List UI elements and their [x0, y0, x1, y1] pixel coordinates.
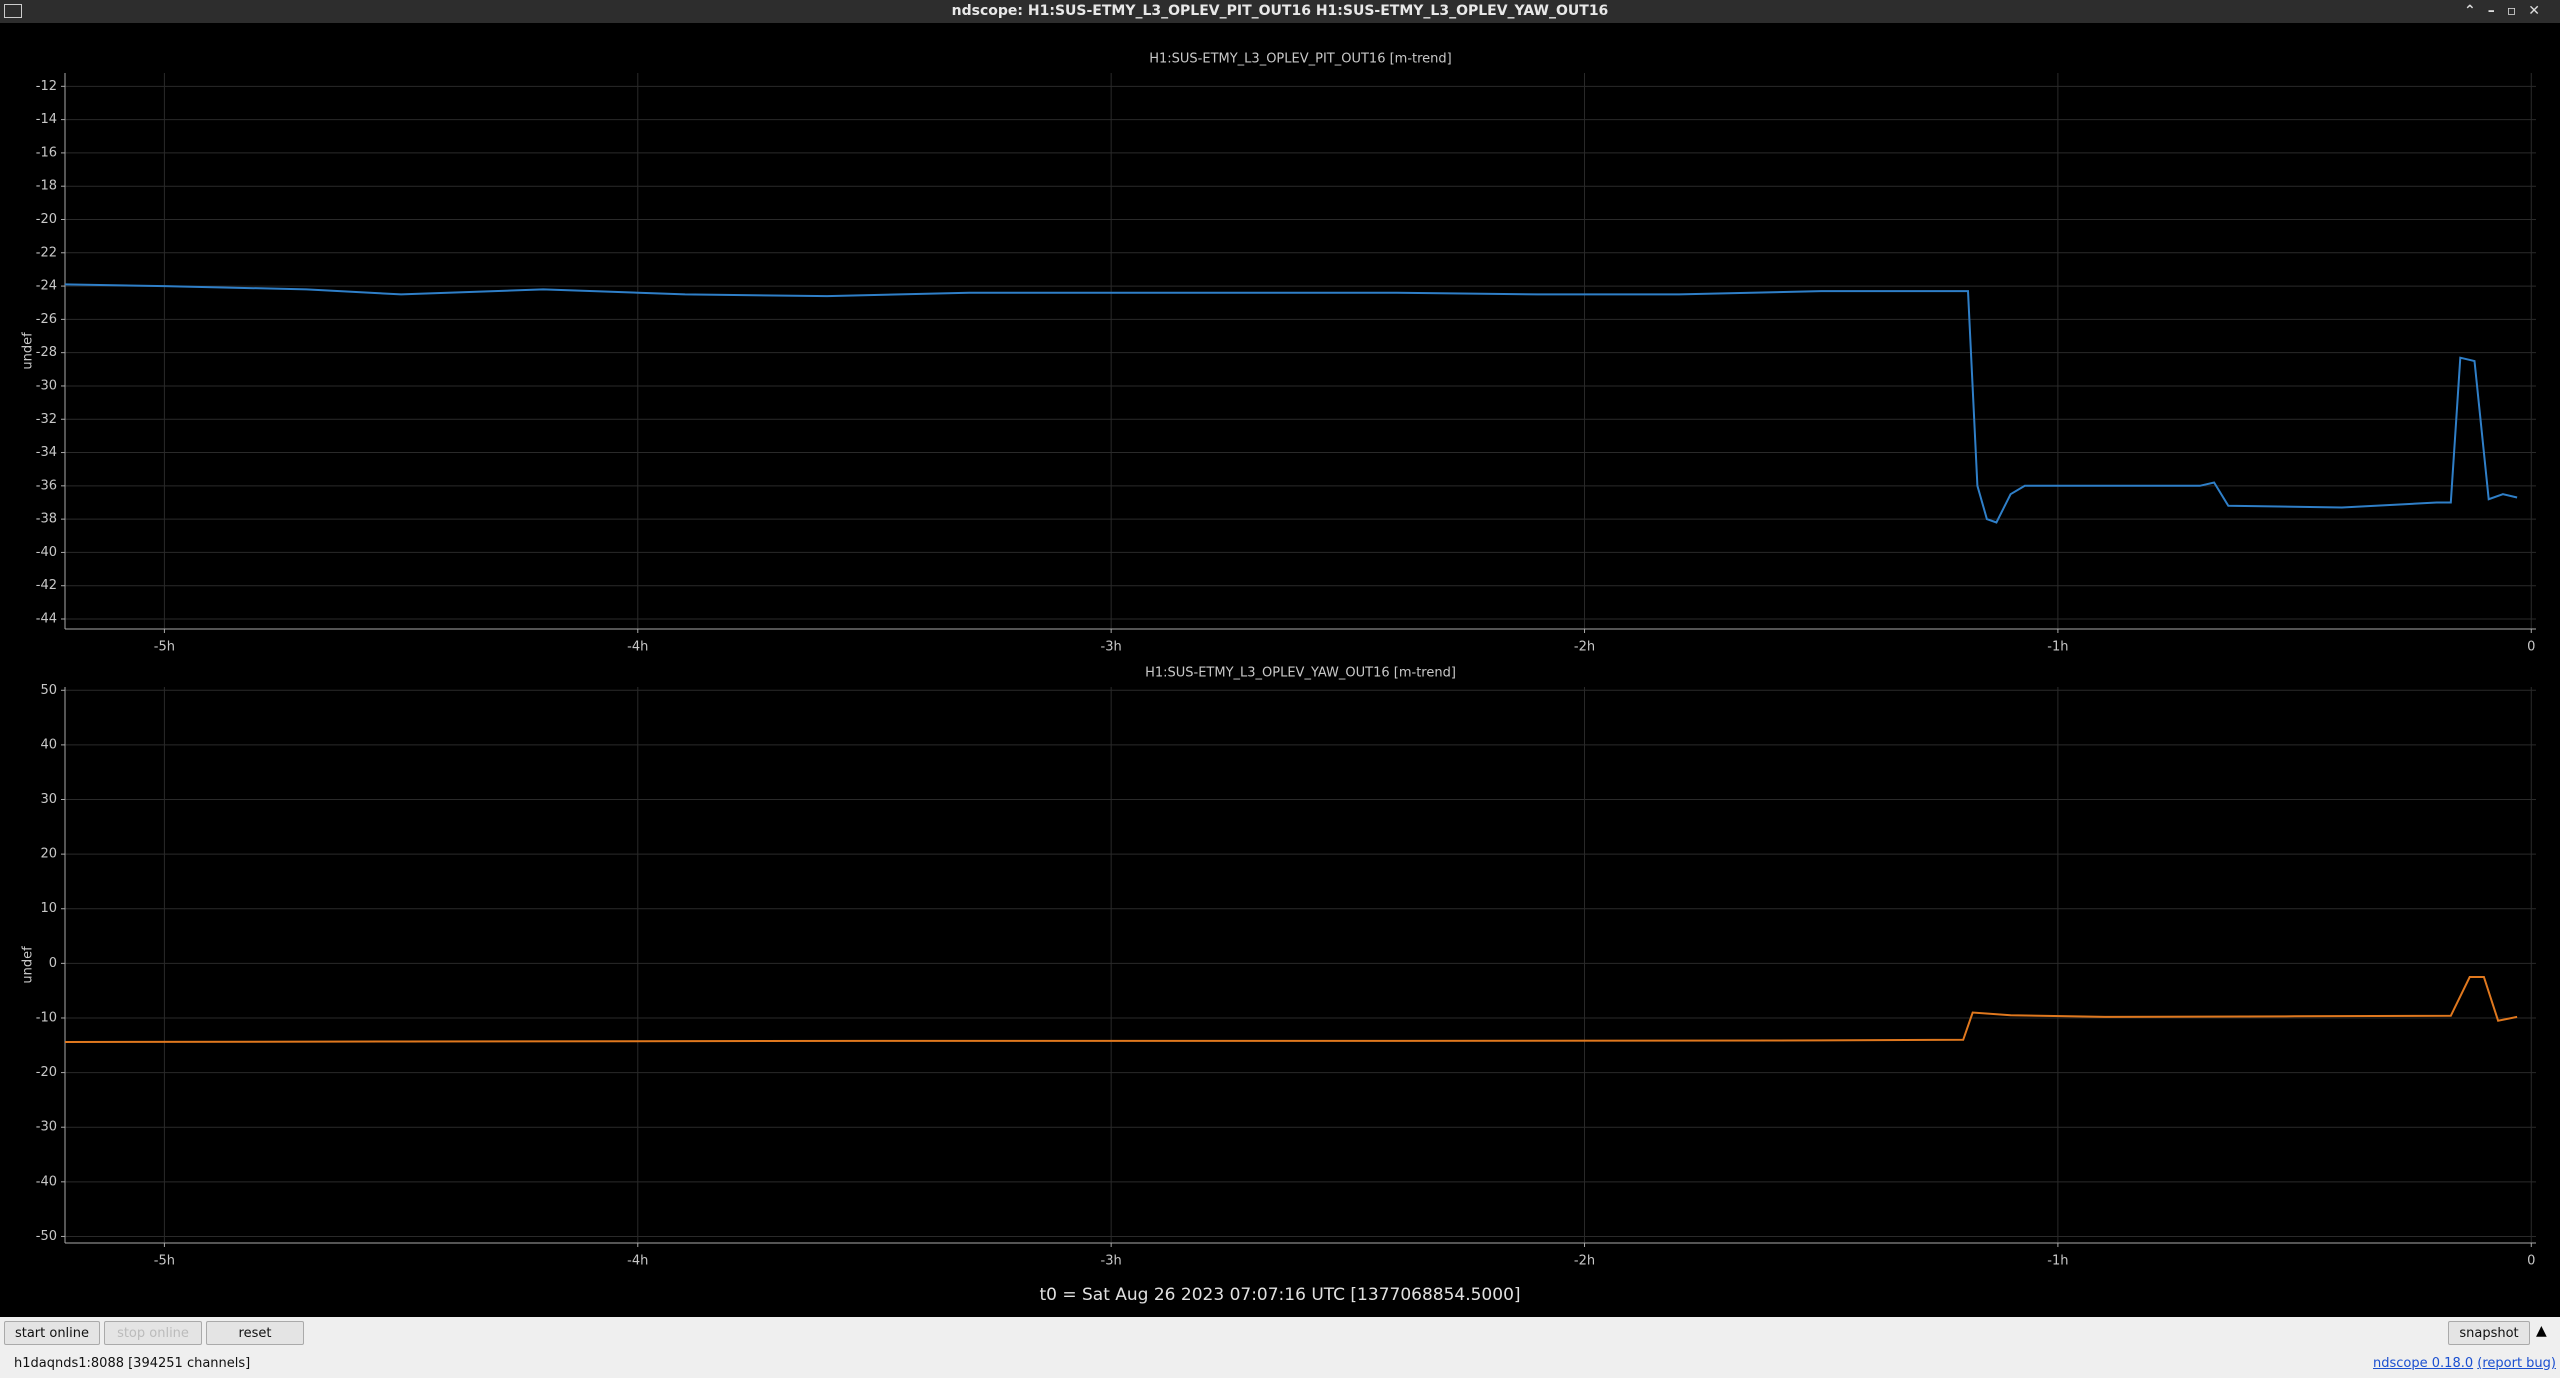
x-tick-label: -5h	[154, 640, 175, 655]
plots: H1:SUS-ETMY_L3_OPLEV_PIT_OUT16 [m-trend]…	[21, 52, 2536, 1305]
chart-title: H1:SUS-ETMY_L3_OPLEV_PIT_OUT16 [m-trend]	[1149, 52, 1452, 67]
y-tick-label: -12	[36, 79, 57, 94]
toolbar: start online stop online reset snapshot …	[0, 1317, 2560, 1349]
y-tick-label: 30	[40, 792, 57, 807]
y-tick-label: -14	[36, 112, 57, 127]
x-tick-label: 0	[2527, 640, 2535, 655]
y-axis-label: undef	[21, 332, 36, 370]
report-bug-link[interactable]: (report bug)	[2477, 1356, 2556, 1371]
y-tick-label: 40	[40, 737, 57, 752]
y-tick-label: -44	[36, 612, 57, 627]
y-tick-label: 50	[40, 683, 57, 698]
x-tick-label: -4h	[627, 1254, 648, 1269]
window-title: ndscope: H1:SUS-ETMY_L3_OPLEV_PIT_OUT16 …	[951, 3, 1609, 19]
x-tick-label: -3h	[1101, 640, 1122, 655]
y-axis-label: undef	[21, 946, 36, 984]
start-online-button[interactable]: start online	[4, 1321, 100, 1345]
t0-label: t0 = Sat Aug 26 2023 07:07:16 UTC [13770…	[1039, 1285, 1520, 1305]
server-status: h1daqnds1:8088 [394251 channels]	[14, 1356, 251, 1371]
y-tick-label: 20	[40, 847, 57, 862]
stop-online-button: stop online	[104, 1321, 202, 1345]
y-tick-label: -16	[36, 145, 57, 160]
x-tick-label: -1h	[2047, 640, 2068, 655]
y-tick-label: 10	[40, 901, 57, 916]
y-tick-label: -32	[36, 412, 57, 427]
y-tick-label: -34	[36, 445, 57, 460]
title-bar: ndscope: H1:SUS-ETMY_L3_OPLEV_PIT_OUT16 …	[0, 0, 2560, 23]
y-tick-label: -20	[36, 212, 57, 227]
x-tick-label: -4h	[627, 640, 648, 655]
y-tick-label: -36	[36, 478, 57, 493]
window-controls[interactable]: ⌃–▫✕	[2464, 3, 2552, 19]
y-tick-label: -20	[36, 1065, 57, 1080]
y-tick-label: -22	[36, 245, 57, 260]
x-tick-label: -2h	[1574, 1254, 1595, 1269]
x-tick-label: -2h	[1574, 640, 1595, 655]
y-tick-label: -50	[36, 1229, 57, 1244]
x-tick-label: -1h	[2047, 1254, 2068, 1269]
x-tick-label: -3h	[1101, 1254, 1122, 1269]
y-tick-label: -40	[36, 1174, 57, 1189]
y-tick-label: -40	[36, 545, 57, 560]
window-icon	[4, 4, 22, 18]
y-tick-label: -24	[36, 279, 57, 294]
y-tick-label: -10	[36, 1010, 57, 1025]
y-tick-label: 0	[49, 956, 57, 971]
y-tick-label: -42	[36, 578, 57, 593]
reset-button[interactable]: reset	[206, 1321, 304, 1345]
y-tick-label: -30	[36, 378, 57, 393]
snapshot-button[interactable]: snapshot	[2448, 1321, 2530, 1345]
y-tick-label: -28	[36, 345, 57, 360]
y-tick-label: -30	[36, 1120, 57, 1135]
version-link[interactable]: ndscope 0.18.0	[2373, 1356, 2474, 1371]
chart-title: H1:SUS-ETMY_L3_OPLEV_YAW_OUT16 [m-trend]	[1145, 666, 1456, 681]
x-tick-label: 0	[2527, 1254, 2535, 1269]
y-tick-label: -38	[36, 512, 57, 527]
menu-arrow[interactable]: ▲	[2536, 1323, 2547, 1339]
status-bar: h1daqnds1:8088 [394251 channels] ndscope…	[0, 1349, 2560, 1378]
x-tick-label: -5h	[154, 1254, 175, 1269]
y-tick-label: -26	[36, 312, 57, 327]
y-tick-label: -18	[36, 179, 57, 194]
series-line	[64, 283, 2518, 524]
series-line	[64, 976, 2518, 1043]
